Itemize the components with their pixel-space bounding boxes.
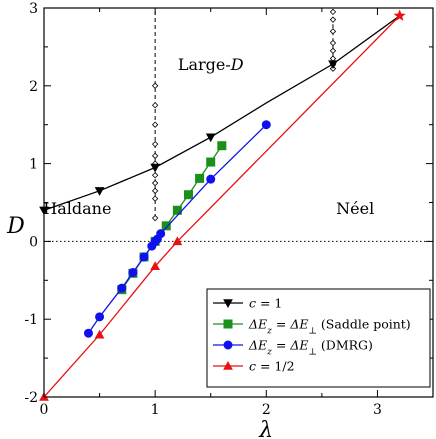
series-group [39, 9, 406, 401]
legend-label-c1: c = 1 [249, 296, 282, 311]
x-tick-label-0: 0 [40, 402, 49, 418]
series-2-point-3 [128, 268, 138, 278]
x-tick-label-1: 1 [151, 402, 160, 418]
series-0-point-1 [94, 187, 105, 196]
series-1-point-7 [195, 173, 205, 183]
reference-marker-v1-3 [151, 140, 159, 148]
reference-marker-v2-3 [329, 39, 337, 47]
reference-marker-v2-2 [329, 28, 337, 35]
series-2-point-4 [139, 252, 149, 262]
y-tick-label-2: 2 [29, 79, 38, 95]
series-0-point-5 [328, 60, 338, 70]
y-tick-label-3: 3 [29, 1, 38, 17]
legend-marker-c1 [223, 299, 233, 309]
reference-marker-v1-8 [151, 187, 159, 194]
series-0-point-3 [205, 133, 216, 143]
y-tick-label--1: -1 [24, 312, 38, 328]
axes-group: 0 1 2 3 -2 -1 0 1 2 3 λ D [6, 1, 434, 439]
legend-marker-dmrg [223, 340, 233, 350]
series-3-point-1 [94, 329, 105, 339]
reference-marker-v2-1 [329, 16, 337, 23]
reference-marker-v2-0 [329, 8, 337, 16]
series-1-point-4 [161, 221, 171, 231]
series-1-point-6 [183, 190, 193, 200]
series-2-point-8 [156, 229, 166, 239]
legend-box [206, 288, 431, 388]
series-2-point-10 [261, 120, 271, 130]
series-2-point-0 [83, 328, 93, 338]
series-2-point-2 [117, 283, 127, 293]
series-3-point-2 [150, 261, 160, 270]
series-1-point-9 [217, 141, 227, 151]
reference-marker-v1-10 [151, 214, 159, 222]
legend: c = 1 ΔEz = ΔE⊥ (Saddle point)ΔEz = ΔE⊥ (… [206, 288, 431, 388]
legend-label-saddle: ΔEz = ΔE⊥ (Saddle point) [248, 317, 411, 337]
endpoint-star-marker [393, 9, 406, 21]
x-axis-title: λ [258, 418, 273, 439]
y-tick-label--2: -2 [24, 390, 38, 406]
x-tick-label-3: 3 [373, 402, 382, 418]
region-label-0: Large-D [178, 55, 244, 74]
y-axis-title: D [6, 214, 25, 239]
legend-label-dmrg: ΔEz = ΔE⊥ (DMRG) [248, 338, 373, 358]
region-labels: Large-D Haldane Néel [43, 55, 374, 218]
series-1-point-8 [206, 157, 216, 167]
legend-label-c12: c = 1/2 [249, 359, 295, 374]
reference-marker-v1-0 [151, 82, 159, 89]
reference-marker-v1-2 [151, 121, 159, 128]
reference-marker-v1-9 [151, 195, 159, 202]
y-tick-label-1: 1 [29, 157, 38, 173]
region-label-1: Haldane [43, 199, 111, 218]
reference-marker-v2-4 [329, 47, 337, 54]
y-tick-label-0: 0 [29, 234, 38, 250]
reference-lines [44, 8, 433, 242]
x-tick-label-2: 2 [262, 402, 271, 418]
reference-marker-v1-1 [151, 102, 159, 109]
legend-marker-c12 [223, 360, 233, 370]
series-3-point-3 [172, 236, 183, 246]
series-0-point-2 [150, 163, 160, 173]
series-2-point-9 [206, 174, 216, 184]
reference-marker-v1-6 [151, 172, 159, 179]
legend-marker-saddle [223, 319, 233, 329]
series-0-point-0 [39, 206, 49, 216]
reference-marker-v1-4 [151, 152, 159, 159]
series-2-point-1 [95, 312, 105, 322]
reference-marker-v1-7 [151, 179, 159, 187]
region-label-2: Néel [336, 199, 374, 218]
